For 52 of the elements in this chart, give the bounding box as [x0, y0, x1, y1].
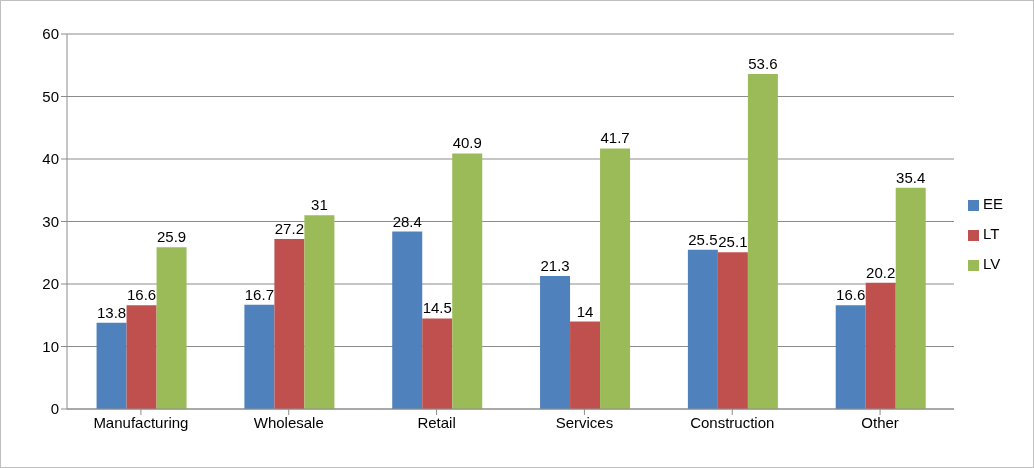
- bar: [540, 275, 571, 409]
- bar: [747, 74, 778, 409]
- bar: [835, 305, 866, 409]
- y-tick-label: 30: [42, 212, 59, 230]
- y-tick-label: 0: [50, 400, 59, 418]
- bar: [570, 321, 601, 409]
- data-label: 40.9: [452, 134, 482, 152]
- x-tick-label: Retail: [417, 413, 456, 431]
- bar: [865, 282, 896, 409]
- data-label: 16.6: [836, 286, 866, 304]
- data-label: 28.4: [392, 212, 422, 230]
- bar: [422, 318, 453, 409]
- data-label: 25.1: [718, 233, 748, 251]
- bar: [717, 252, 748, 409]
- bar: [392, 231, 423, 409]
- data-label: 20.2: [866, 263, 896, 281]
- data-label: 16.6: [126, 286, 157, 304]
- x-tick-label: Other: [861, 413, 899, 431]
- bar: [687, 249, 718, 409]
- bar: [126, 305, 157, 409]
- bar: [156, 247, 187, 409]
- bar: [895, 187, 926, 409]
- data-label: 14: [576, 302, 594, 320]
- y-tick-label: 20: [42, 275, 59, 293]
- data-label: 21.3: [540, 256, 570, 274]
- bar: [600, 148, 631, 409]
- bar: [304, 215, 335, 409]
- data-label: 25.9: [156, 228, 187, 246]
- legend-label: LV: [982, 255, 1001, 272]
- y-tick-label: 50: [42, 87, 59, 105]
- data-label: 53.6: [748, 55, 778, 72]
- x-tick-label: Wholesale: [253, 413, 324, 431]
- bar: [96, 322, 127, 409]
- y-tick-label: 10: [42, 337, 59, 355]
- data-label: 25.5: [688, 230, 718, 248]
- x-tick-label: Services: [555, 413, 614, 431]
- bar: [452, 153, 483, 409]
- x-tick-label: Manufacturing: [93, 413, 189, 431]
- data-label: 41.7: [600, 129, 630, 147]
- y-tick-label: 40: [42, 150, 59, 168]
- data-label: 35.4: [896, 168, 926, 186]
- bar: [244, 304, 275, 409]
- legend-label: EE: [982, 195, 1003, 212]
- legend-label: LT: [982, 225, 1000, 242]
- data-label: 27.2: [274, 220, 304, 237]
- y-tick-label: 60: [42, 25, 59, 43]
- data-label: 14.5: [422, 299, 452, 317]
- data-label: 31: [311, 196, 328, 214]
- data-label: 16.7: [244, 285, 274, 303]
- x-tick-label: Construction: [690, 413, 775, 431]
- data-label: 13.8: [96, 303, 127, 321]
- bar: [274, 239, 305, 409]
